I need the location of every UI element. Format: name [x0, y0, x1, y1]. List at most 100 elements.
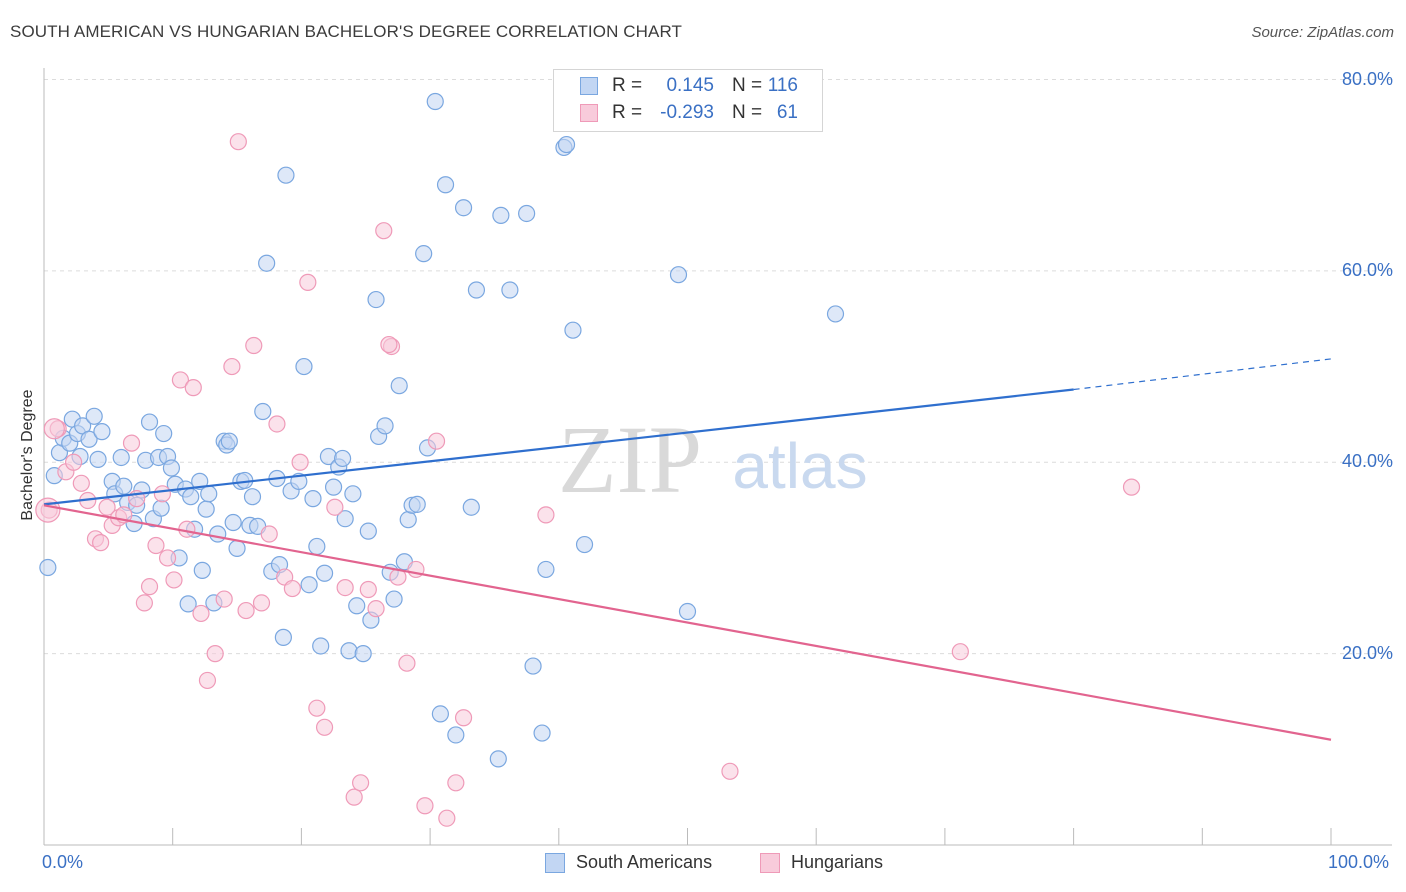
scatter-point — [72, 474, 90, 492]
scatter-point — [258, 254, 276, 272]
scatter-point — [245, 336, 263, 355]
watermark-atlas: atlas — [732, 430, 867, 502]
scatter-point — [533, 724, 551, 742]
scatter-point — [197, 500, 215, 518]
scatter-point — [436, 176, 455, 194]
scatter-point — [315, 718, 334, 736]
stats-row-hungarians: R = -0.293 N = 61 — [554, 101, 822, 127]
scatter-point — [80, 430, 98, 448]
scatter-point — [354, 645, 372, 663]
scatter-point — [1122, 478, 1141, 496]
scatter-point — [277, 166, 295, 184]
scatter-point — [229, 133, 247, 151]
scatter-point — [415, 245, 433, 263]
scatter-point — [260, 525, 278, 543]
scatter-point — [93, 423, 111, 441]
scatter-point — [92, 534, 110, 552]
scatter-point — [171, 371, 190, 389]
stats-swatch-pink — [580, 104, 598, 122]
scatter-point — [669, 266, 688, 284]
scatter-point — [200, 485, 218, 503]
scatter-point — [158, 549, 177, 567]
scatter-point — [678, 602, 697, 621]
scatter-point — [179, 595, 197, 613]
scatter-point — [385, 590, 403, 608]
axes — [43, 68, 1392, 846]
scatter-point — [398, 654, 416, 672]
scatter-point — [152, 499, 170, 517]
scatter-point — [426, 92, 444, 111]
scatter-point — [115, 477, 133, 495]
scatter-point — [501, 281, 519, 299]
scatter-point — [408, 495, 426, 513]
scatter-point — [492, 206, 510, 224]
scatter-point — [304, 490, 322, 508]
scatter-point — [367, 600, 385, 618]
scatter-point — [155, 424, 173, 443]
scatter-point — [340, 642, 358, 660]
scatter-point — [215, 590, 233, 608]
scatter-point — [564, 321, 582, 339]
scatter-point — [427, 432, 446, 450]
scatter-point — [390, 377, 408, 395]
stats-box: R = 0.145 N = 116 R = -0.293 N = 61 — [553, 69, 823, 132]
scatter-point — [135, 594, 153, 612]
scatter-point — [89, 450, 107, 468]
scatter-point — [344, 485, 362, 503]
scatter-point — [85, 407, 103, 425]
scatter-point — [140, 413, 159, 431]
scatter-point — [345, 788, 363, 806]
n-label: N = — [732, 102, 763, 123]
scatter-point — [209, 525, 227, 543]
scatter-point — [182, 488, 200, 506]
scatter-point — [193, 561, 211, 579]
scatter-point — [206, 645, 224, 663]
scatter-point — [198, 671, 217, 690]
scatter-point — [153, 485, 172, 503]
scatter-point — [518, 204, 536, 223]
scatter-point — [326, 498, 344, 516]
watermark: ZIP atlas — [558, 406, 868, 513]
scatter-point — [268, 415, 286, 433]
scatter-point — [43, 418, 65, 440]
scatter-point — [122, 434, 141, 452]
scatter-point — [375, 222, 393, 240]
scatter-point — [336, 510, 354, 528]
scatter-point — [399, 511, 417, 529]
scatter-point — [380, 335, 398, 354]
scatter-point — [147, 536, 165, 555]
grid-lines — [44, 79, 1392, 655]
scatter-point — [438, 809, 456, 827]
n-value: 116 — [767, 75, 798, 96]
hungarians-points — [35, 133, 1141, 827]
scatter-point — [575, 535, 594, 554]
scatter-point — [826, 305, 845, 323]
r-label: R = — [612, 102, 643, 123]
scatter-point — [243, 488, 262, 506]
scatter-point — [447, 726, 465, 744]
legend-label: Hungarians — [791, 852, 884, 872]
scatter-point — [333, 449, 352, 468]
scatter-point — [65, 453, 83, 471]
scatter-point — [274, 628, 292, 646]
n-label: N = — [732, 75, 763, 96]
y-axis-label: Bachelor's Degree — [19, 389, 36, 521]
scatter-point — [348, 597, 366, 615]
scatter-point — [359, 522, 377, 540]
x-tick-label-min: 0.0% — [42, 852, 84, 872]
scatter-point — [315, 564, 334, 582]
scatter-point — [162, 459, 181, 477]
scatter-point — [291, 453, 309, 471]
south-americans-points — [39, 92, 845, 768]
scatter-point — [283, 579, 301, 598]
scatter-point — [308, 699, 326, 717]
scatter-point — [35, 497, 61, 523]
scatter-point — [184, 379, 202, 397]
r-label: R = — [612, 75, 643, 96]
source-label: Source: ZipAtlas.com — [1251, 24, 1394, 41]
scatter-point — [220, 432, 238, 450]
scatter-point — [98, 498, 116, 516]
scatter-point — [367, 290, 385, 309]
y-tick-label: 80.0% — [1341, 68, 1393, 89]
